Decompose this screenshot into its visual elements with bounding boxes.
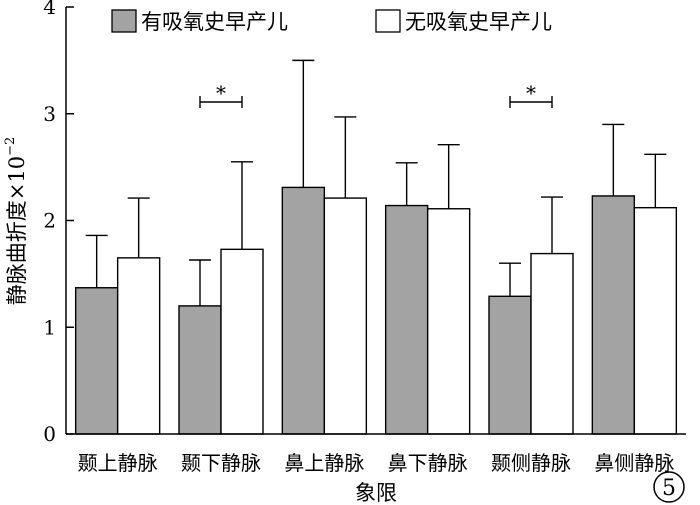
bar-oxygen bbox=[281, 186, 326, 435]
x-tick-label: 鼻上静脉 bbox=[284, 451, 364, 475]
x-axis-title: 象限 bbox=[355, 481, 397, 505]
legend: 有吸氧史早产儿 无吸氧史早产儿 bbox=[111, 9, 552, 34]
bar-oxygen bbox=[178, 305, 222, 435]
significance-layer: * * bbox=[199, 81, 553, 108]
bar-oxygen bbox=[384, 204, 429, 435]
y-tick-label: 2 bbox=[43, 209, 56, 233]
y-tick-label: 0 bbox=[43, 422, 56, 446]
significance-star: * bbox=[526, 81, 536, 105]
y-tick-label: 3 bbox=[43, 102, 56, 126]
bar-no-oxygen bbox=[323, 197, 368, 435]
y-axis-title: 静脉曲折度×10−2 bbox=[3, 137, 29, 306]
y-ticks-layer: 0 1 2 3 4 bbox=[43, 0, 74, 446]
error-bars-layer bbox=[85, 59, 667, 306]
bar-no-oxygen bbox=[633, 206, 678, 435]
y-tick-label: 4 bbox=[43, 0, 56, 19]
bar-no-oxygen bbox=[530, 252, 574, 435]
y-axis-title-exponent: −2 bbox=[3, 137, 18, 156]
bar-oxygen bbox=[591, 195, 636, 435]
legend-swatch-oxygen bbox=[111, 9, 137, 33]
y-tick-label: 1 bbox=[43, 315, 56, 339]
significance-star: * bbox=[216, 81, 226, 105]
legend-swatch-no-oxygen bbox=[375, 9, 401, 33]
x-tick-labels-layer: 颞上静脉 颞下静脉 鼻上静脉 鼻下静脉 颞侧静脉 鼻侧静脉 bbox=[78, 451, 675, 475]
bar-oxygen bbox=[74, 287, 119, 435]
x-tick-label: 颞侧静脉 bbox=[491, 451, 571, 475]
bars-layer bbox=[74, 186, 678, 435]
panel-badge: 5 bbox=[653, 471, 685, 503]
x-tick-label: 鼻侧静脉 bbox=[594, 451, 674, 475]
bar-no-oxygen bbox=[116, 257, 161, 435]
bar-no-oxygen bbox=[220, 248, 264, 435]
y-axis-title-main: 静脉曲折度×10 bbox=[5, 156, 29, 305]
bar-oxygen bbox=[488, 295, 532, 435]
panel-badge-circle bbox=[653, 471, 685, 503]
legend-label-no-oxygen: 无吸氧史早产儿 bbox=[405, 10, 552, 34]
x-tick-label: 颞下静脉 bbox=[181, 451, 261, 475]
bar-no-oxygen bbox=[426, 208, 471, 435]
x-tick-label: 颞上静脉 bbox=[78, 451, 158, 475]
panel-badge-label: 5 bbox=[662, 476, 676, 501]
x-tick-label: 鼻下静脉 bbox=[388, 451, 468, 475]
legend-label-oxygen: 有吸氧史早产儿 bbox=[141, 10, 288, 34]
